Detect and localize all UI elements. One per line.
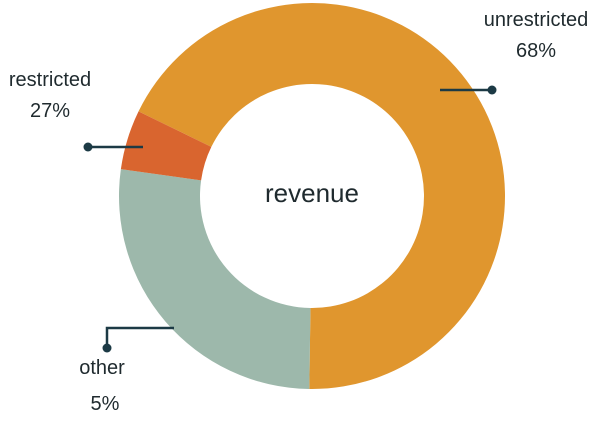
value-other: 5% <box>91 393 120 415</box>
label-restricted: restricted <box>9 69 91 91</box>
slice-unrestricted <box>138 3 505 389</box>
chart-center-title: revenue <box>265 178 359 208</box>
leader-other <box>105 326 174 348</box>
leader-unrestricted-dot <box>487 85 497 95</box>
label-other: other <box>79 357 125 379</box>
leader-restricted-dot <box>83 142 93 152</box>
leader-other-dot <box>102 343 112 353</box>
value-restricted: 27% <box>30 100 70 122</box>
value-unrestricted: 68% <box>516 40 556 62</box>
slice-other <box>120 111 212 181</box>
label-unrestricted: unrestricted <box>484 9 589 31</box>
slice-restricted <box>118 169 311 389</box>
